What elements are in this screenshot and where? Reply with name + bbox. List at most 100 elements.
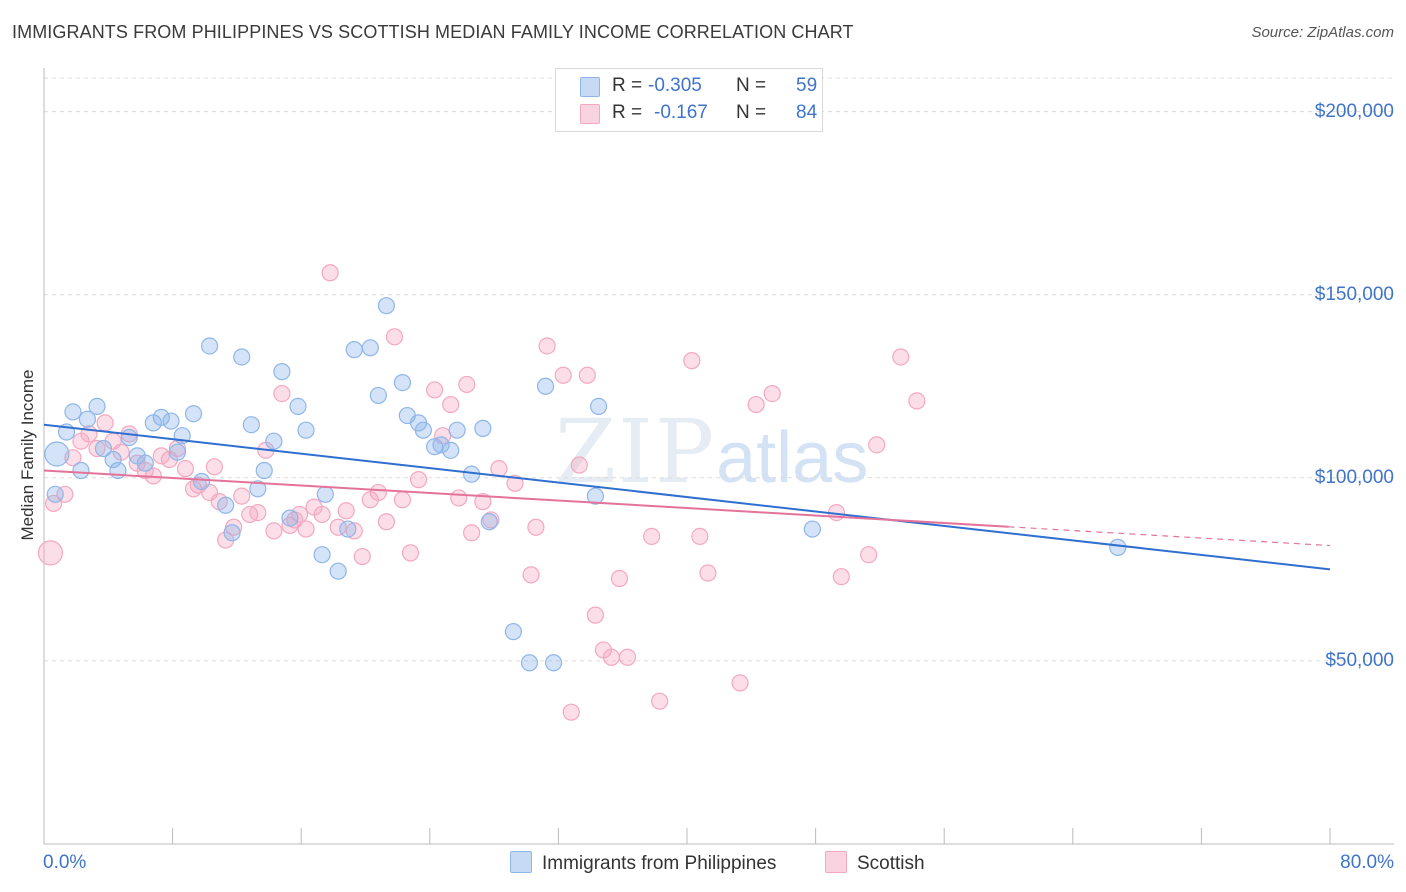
data-point xyxy=(442,395,460,414)
data-point xyxy=(37,540,64,566)
data-point xyxy=(538,337,556,355)
data-point xyxy=(586,606,604,624)
data-point xyxy=(504,623,522,641)
data-point xyxy=(369,386,387,405)
data-point xyxy=(377,513,395,531)
data-point xyxy=(683,352,701,370)
data-point xyxy=(162,412,180,430)
data-point xyxy=(321,264,339,282)
data-point xyxy=(200,337,219,355)
data-point xyxy=(426,381,444,399)
data-point xyxy=(536,377,555,395)
data-point xyxy=(480,513,498,531)
data-point xyxy=(401,544,420,562)
data-point xyxy=(353,547,371,566)
data-point xyxy=(544,654,563,672)
data-point xyxy=(393,374,412,392)
data-point xyxy=(908,392,926,410)
data-point xyxy=(205,458,223,476)
data-point xyxy=(578,366,596,384)
data-point xyxy=(96,414,114,432)
data-point xyxy=(651,692,669,710)
r-value: -0.305 xyxy=(648,75,702,96)
r-label: R = xyxy=(612,75,643,96)
data-point xyxy=(763,384,781,403)
data-point xyxy=(458,375,476,394)
data-point xyxy=(554,366,572,384)
trend-line-extension xyxy=(1008,526,1331,547)
data-point xyxy=(265,432,283,450)
data-point xyxy=(506,474,524,492)
data-point xyxy=(832,568,850,586)
data-point xyxy=(527,518,545,536)
data-point xyxy=(393,491,412,509)
data-point xyxy=(618,648,637,666)
data-point xyxy=(152,408,170,426)
data-point xyxy=(691,527,709,546)
data-point xyxy=(233,487,251,505)
legend-item-philippines[interactable]: Immigrants from Philippines xyxy=(510,851,776,875)
x-tick-label-max: 80.0% xyxy=(1340,852,1394,873)
data-point xyxy=(432,436,450,454)
data-point xyxy=(462,524,481,542)
data-point xyxy=(339,520,357,538)
data-point xyxy=(803,520,821,538)
legend-item-scottish[interactable]: Scottish xyxy=(825,851,925,875)
data-point xyxy=(520,654,539,672)
data-point xyxy=(192,472,211,491)
data-point xyxy=(345,341,363,359)
legend-swatch xyxy=(510,851,532,873)
y-tick-label: $200,000 xyxy=(1314,100,1394,122)
data-point xyxy=(316,485,334,503)
data-point xyxy=(104,450,122,469)
data-point xyxy=(345,522,363,540)
n-label: N = xyxy=(736,102,767,123)
data-point xyxy=(255,461,273,480)
legend-swatch xyxy=(580,104,600,124)
data-point xyxy=(289,397,307,416)
y-tick-label: $150,000 xyxy=(1314,283,1394,305)
data-point xyxy=(329,562,347,580)
data-point xyxy=(56,485,74,503)
data-point xyxy=(860,546,878,564)
data-point xyxy=(337,502,355,520)
data-point xyxy=(297,520,315,538)
legend-label: Scottish xyxy=(857,853,925,874)
data-point xyxy=(699,564,717,582)
y-tick-label: $100,000 xyxy=(1314,466,1394,488)
data-point xyxy=(152,447,170,465)
trend-line xyxy=(43,423,1331,571)
data-point xyxy=(409,471,428,489)
philippines-points xyxy=(44,297,1127,672)
data-point xyxy=(290,505,309,524)
data-point xyxy=(313,546,331,564)
data-point xyxy=(570,456,588,474)
legend-swatch xyxy=(825,851,847,873)
data-point xyxy=(94,439,113,458)
gridlines xyxy=(44,77,1394,662)
data-point xyxy=(610,569,629,588)
trend-line xyxy=(43,469,1009,528)
n-value: 59 xyxy=(796,75,818,96)
data-point xyxy=(442,441,460,459)
data-point xyxy=(233,348,251,366)
data-point xyxy=(586,487,604,505)
data-point xyxy=(868,436,886,454)
trend-lines xyxy=(43,423,1331,571)
r-label: R = xyxy=(612,102,643,123)
data-point xyxy=(414,421,432,439)
data-point xyxy=(313,505,331,524)
data-point xyxy=(426,438,444,456)
r-value: -0.167 xyxy=(654,102,708,123)
data-point xyxy=(385,328,404,346)
data-point xyxy=(223,524,241,542)
data-point xyxy=(731,674,749,692)
data-point xyxy=(522,566,540,584)
data-point xyxy=(176,460,195,478)
n-value: 84 xyxy=(796,102,818,123)
data-point xyxy=(643,527,661,546)
data-point xyxy=(265,522,283,540)
data-point xyxy=(136,454,154,472)
data-point xyxy=(297,421,315,439)
